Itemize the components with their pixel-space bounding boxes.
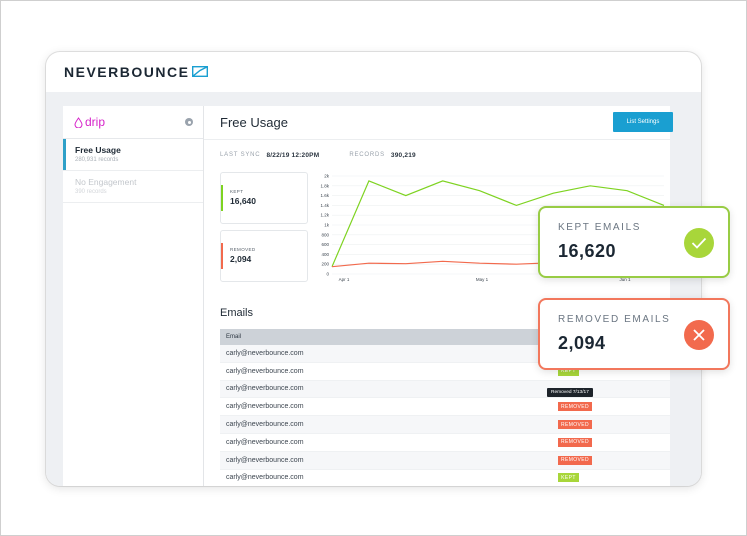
kept-value: 16,640 bbox=[230, 196, 256, 206]
email-cell: carly@neverbounce.com bbox=[226, 438, 304, 446]
email-cell: carly@neverbounce.com bbox=[226, 385, 304, 393]
y-tick-label: 600 bbox=[321, 242, 329, 247]
gear-icon[interactable] bbox=[185, 118, 193, 126]
kept-label: KEPT bbox=[230, 189, 244, 194]
removed-badge: REMOVED bbox=[558, 420, 592, 430]
removed-emails-value: 2,094 bbox=[558, 333, 606, 353]
removed-badge: REMOVED bbox=[558, 437, 592, 447]
y-tick-label: 1.6k bbox=[320, 193, 329, 198]
y-tick-label: 200 bbox=[321, 262, 329, 267]
y-tick-label: 2k bbox=[324, 174, 330, 179]
drip-drop-icon bbox=[74, 116, 83, 128]
removed-accent-bar bbox=[221, 243, 223, 269]
table-row[interactable]: carly@neverbounce.com REMOVED bbox=[220, 434, 670, 452]
removed-badge: REMOVED bbox=[558, 455, 592, 465]
kept-emails-label: KEPT EMAILS bbox=[558, 222, 641, 233]
sidebar-item-subtitle: 280,931 records bbox=[75, 157, 119, 163]
neverbounce-logo: NEVERBOUNCE bbox=[64, 64, 209, 80]
list-settings-button[interactable]: List Settings bbox=[613, 112, 673, 132]
removed-stat-card: REMOVED 2,094 bbox=[220, 230, 308, 282]
y-tick-label: 1.4k bbox=[320, 203, 329, 208]
removed-emails-callout: REMOVED EMAILS 2,094 bbox=[538, 298, 730, 370]
last-sync-value: 8/22/19 12:20PM bbox=[266, 152, 320, 159]
sidebar-item-free-usage[interactable]: Free Usage 280,931 records bbox=[63, 139, 203, 171]
page-title: Free Usage bbox=[220, 115, 288, 130]
kept-series-line bbox=[331, 180, 665, 267]
main-panel: Free Usage List Settings LAST SYNC 8/22/… bbox=[204, 106, 673, 486]
x-tick-label: Apr 1 bbox=[339, 277, 350, 282]
email-cell: carly@neverbounce.com bbox=[226, 456, 304, 464]
brand-name: NEVERBOUNCE bbox=[64, 64, 190, 80]
divider bbox=[204, 139, 670, 140]
sidebar-header: drip bbox=[63, 106, 203, 139]
kept-emails-value: 16,620 bbox=[558, 241, 617, 261]
removed-value: 2,094 bbox=[230, 254, 252, 264]
table-row[interactable]: carly@neverbounce.com REMOVED bbox=[220, 416, 670, 434]
table-row[interactable]: carly@neverbounce.com bbox=[220, 380, 670, 399]
app-area: drip Free Usage 280,931 records No Engag… bbox=[46, 92, 701, 486]
y-tick-label: 0 bbox=[326, 272, 329, 277]
table-row[interactable]: carly@neverbounce.com REMOVED bbox=[220, 398, 670, 417]
table-row[interactable]: carly@neverbounce.com KEPT bbox=[220, 363, 670, 381]
x-tick-label: May 1 bbox=[476, 277, 489, 282]
x-tick-label: Jun 1 bbox=[619, 277, 631, 282]
email-cell: carly@neverbounce.com bbox=[226, 367, 304, 375]
sidebar-item-no-engagement[interactable]: No Engagement 390 records bbox=[63, 171, 203, 203]
drip-logo: drip bbox=[74, 115, 105, 129]
sidebar-item-title: No Engagement bbox=[75, 177, 137, 187]
email-cell: carly@neverbounce.com bbox=[226, 421, 304, 429]
removed-badge: REMOVED bbox=[558, 402, 592, 412]
email-cell: carly@neverbounce.com bbox=[226, 403, 304, 411]
envelope-icon bbox=[192, 64, 209, 80]
drip-label: drip bbox=[85, 115, 106, 129]
kept-stat-card: KEPT 16,640 bbox=[220, 172, 308, 224]
records-value: 390,219 bbox=[390, 152, 416, 159]
check-icon bbox=[684, 228, 714, 258]
table-body: carly@neverbounce.com carly@neverbounce.c… bbox=[220, 345, 670, 486]
emails-title: Emails bbox=[220, 307, 254, 319]
sidebar-item-subtitle: 390 records bbox=[75, 189, 107, 195]
removed-emails-label: REMOVED EMAILS bbox=[558, 314, 671, 325]
last-sync-label: LAST SYNC bbox=[220, 152, 261, 158]
email-cell: carly@neverbounce.com bbox=[226, 349, 304, 357]
kept-emails-callout: KEPT EMAILS 16,620 bbox=[538, 206, 730, 278]
sidebar: drip Free Usage 280,931 records No Engag… bbox=[63, 106, 204, 486]
kept-badge: KEPT bbox=[558, 473, 579, 483]
y-tick-label: 1.8k bbox=[320, 183, 329, 188]
sidebar-item-title: Free Usage bbox=[75, 145, 121, 155]
y-tick-label: 1k bbox=[324, 223, 330, 228]
y-tick-label: 800 bbox=[321, 232, 329, 237]
removed-tooltip: Removed 7/13/17 bbox=[547, 388, 593, 397]
kept-accent-bar bbox=[221, 185, 223, 211]
x-icon bbox=[684, 320, 714, 350]
column-header-email: Email bbox=[226, 334, 242, 340]
y-tick-label: 1.2k bbox=[320, 213, 329, 218]
email-cell: carly@neverbounce.com bbox=[226, 474, 304, 482]
records-label: RECORDS bbox=[349, 152, 385, 158]
kept-badge: KEPT bbox=[558, 366, 579, 376]
y-tick-label: 400 bbox=[321, 252, 329, 257]
table-row[interactable]: carly@neverbounce.com REMOVED bbox=[220, 451, 670, 470]
table-row[interactable]: carly@neverbounce.com KEPT bbox=[220, 470, 670, 486]
app-window: NEVERBOUNCE drip Free Usage 280,931 r bbox=[46, 52, 701, 486]
removed-label: REMOVED bbox=[230, 247, 256, 252]
sync-info: LAST SYNC 8/22/19 12:20PM RECORDS 390,21… bbox=[220, 152, 416, 159]
